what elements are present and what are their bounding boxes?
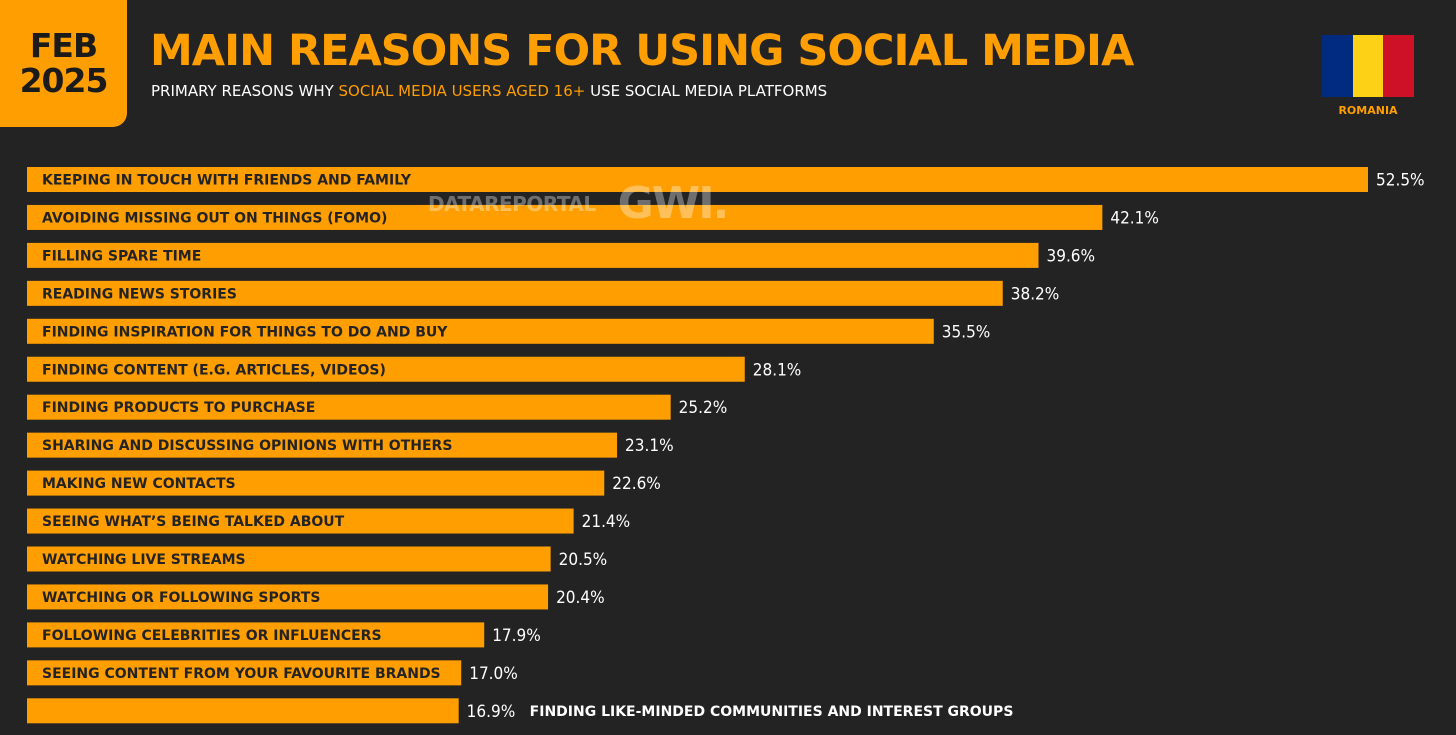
page-title: MAIN REASONS FOR USING SOCIAL MEDIA <box>150 26 1134 76</box>
bar-category-label: FINDING PRODUCTS TO PURCHASE <box>42 400 315 416</box>
bar-value-label: 28.1% <box>753 360 802 380</box>
gwi-logo: GWI. <box>617 178 730 229</box>
subtitle-suffix: USE SOCIAL MEDIA PLATFORMS <box>585 82 828 100</box>
page-subtitle: PRIMARY REASONS WHY SOCIAL MEDIA USERS A… <box>151 82 827 100</box>
date-badge: FEB 2025 <box>0 0 127 127</box>
bar-category-label: SHARING AND DISCUSSING OPINIONS WITH OTH… <box>42 438 452 454</box>
bar-value-label: 38.2% <box>1011 284 1060 304</box>
bar <box>27 167 1368 192</box>
bar-category-label: FINDING INSPIRATION FOR THINGS TO DO AND… <box>42 324 448 340</box>
bar-value-label: 25.2% <box>679 398 728 418</box>
bar-value-label: 17.0% <box>469 664 518 684</box>
bar-category-label: AVOIDING MISSING OUT ON THINGS (FOMO) <box>42 210 387 226</box>
bar-category-label: SEEING WHAT’S BEING TALKED ABOUT <box>42 514 345 530</box>
bar-category-label: FOLLOWING CELEBRITIES OR INFLUENCERS <box>42 628 382 644</box>
bar-value-label: 52.5% <box>1376 171 1425 191</box>
bar <box>27 622 485 648</box>
bar-value-label: 42.1% <box>1110 208 1159 228</box>
bar-value-label: 35.5% <box>942 322 991 342</box>
bar-category-label: SEEING CONTENT FROM YOUR FAVOURITE BRAND… <box>42 666 441 682</box>
romania-flag-icon <box>1322 35 1415 97</box>
subtitle-highlight: SOCIAL MEDIA USERS AGED 16+ <box>338 82 586 100</box>
bar-value-label: 21.4% <box>582 512 631 532</box>
bar <box>27 508 574 534</box>
bar-value-label: 23.1% <box>625 436 674 456</box>
bar-category-label: WATCHING LIVE STREAMS <box>42 552 246 568</box>
bar-category-label: FINDING CONTENT (E.G. ARTICLES, VIDEOS) <box>42 362 386 378</box>
flag-stripe-red <box>1383 35 1415 97</box>
bar-value-label: 16.9% <box>467 702 516 722</box>
bar <box>27 660 462 686</box>
datareportal-logo: DATAREPORTAL <box>428 191 596 216</box>
badge-month: FEB <box>29 25 98 65</box>
bar-category-label: FINDING LIKE-MINDED COMMUNITIES AND INTE… <box>530 704 1014 720</box>
flag-stripe-yellow <box>1352 35 1384 97</box>
bar-category-label: KEEPING IN TOUCH WITH FRIENDS AND FAMILY <box>42 173 412 189</box>
bar <box>27 318 934 344</box>
subtitle-prefix: PRIMARY REASONS WHY <box>151 82 339 100</box>
bar-category-label: WATCHING OR FOLLOWING SPORTS <box>42 590 320 606</box>
bar <box>27 394 671 420</box>
flag-stripe-blue <box>1322 35 1353 97</box>
bar <box>27 698 459 724</box>
badge-year: 2025 <box>19 60 109 100</box>
bar <box>27 356 745 382</box>
watermark: DATAREPORTAL GWI. <box>428 178 730 229</box>
bar-value-label: 20.5% <box>559 550 608 570</box>
bar <box>27 432 618 458</box>
bar <box>27 204 1103 230</box>
country-label: ROMANIA <box>1338 104 1398 117</box>
bar <box>27 546 551 572</box>
bar <box>27 584 549 610</box>
bar-value-label: 39.6% <box>1046 246 1095 266</box>
bar <box>27 242 1039 268</box>
bar-category-label: FILLING SPARE TIME <box>42 248 201 264</box>
bar-category-label: MAKING NEW CONTACTS <box>42 476 236 492</box>
bar-category-label: READING NEWS STORIES <box>42 286 237 302</box>
bar-value-label: 22.6% <box>612 474 661 494</box>
bar-value-label: 20.4% <box>556 588 605 608</box>
bar <box>27 470 605 496</box>
bar-value-label: 17.9% <box>492 626 541 646</box>
bar <box>27 280 1003 306</box>
